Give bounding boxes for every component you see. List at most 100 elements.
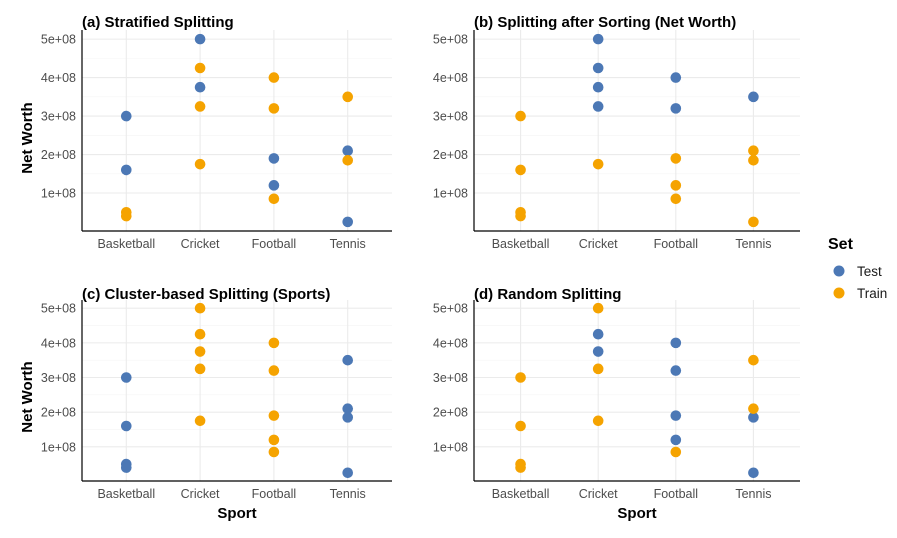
point-train-football [268,434,280,446]
point-train-cricket [194,363,206,375]
panel-random-splitting: 1e+08 2e+08 3e+08 4e+08 5e+08 Basketball Crick… [433,286,800,501]
y-tick-label: 1e+08 [41,440,76,454]
point-train-basketball [515,372,526,383]
y-tick-label: 5e+08 [41,302,76,316]
x-tick-label-football: Football [252,487,296,501]
y-tick-label: 4e+08 [41,71,76,85]
point-test-tennis [342,216,354,228]
point-test-cricket [194,33,206,45]
y-tick-label: 3e+08 [433,371,468,385]
point-train-cricket [194,158,206,170]
point-test-basketball [120,372,132,383]
panel-splitting-after-sorting: 1e+08 2e+08 3e+08 4e+08 5e+08 Basketball Crick… [433,14,800,251]
point-train-football [670,153,682,164]
point-test-tennis [748,412,759,423]
point-train-basketball [515,420,526,432]
y-tick-label: 2e+08 [433,148,468,162]
point-train-football [670,446,682,458]
legend-label-train: Train [857,286,887,301]
point-test-basketball [120,110,132,122]
panel-title: (d) Random Splitting [474,286,621,303]
panel-title: (a) Stratified Splitting [82,14,234,31]
point-test-football [670,410,682,421]
point-test-tennis [748,91,759,103]
point-train-cricket [592,415,604,427]
point-train-cricket [194,101,206,112]
x-tick-label-tennis: Tennis [735,237,771,251]
point-test-football [268,180,280,191]
point-test-cricket [592,81,604,93]
x-tick-label-tennis: Tennis [330,237,366,251]
panel-stratified-splitting: 1e+08 2e+08 3e+08 4e+08 5e+08 Basketball Crick… [41,14,392,251]
point-test-tennis [342,145,354,156]
x-axis-title-right: Sport [617,505,656,522]
point-test-basketball [120,164,132,176]
point-train-football [268,103,280,114]
point-train-cricket [194,346,206,357]
point-train-football [670,180,682,191]
point-train-basketball [515,164,526,176]
point-train-tennis [342,155,354,166]
point-test-football [268,153,280,164]
point-test-tennis [342,403,354,414]
x-axis-title-left: Sport [217,505,256,522]
point-test-tennis [342,467,354,479]
y-tick-label: 1e+08 [433,187,468,201]
point-train-tennis [748,354,759,366]
point-test-cricket [194,81,206,93]
legend-marker-train [833,287,845,299]
legend-title: Set [828,236,854,253]
point-train-tennis [748,145,759,156]
y-tick-label: 4e+08 [41,336,76,350]
x-tick-label-basketball: Basketball [97,237,155,251]
point-train-cricket [592,158,604,170]
point-test-tennis [342,412,354,423]
y-axis-title-bottom: Net Worth [19,361,36,432]
point-train-cricket [592,363,604,375]
legend-marker-test [833,265,845,277]
point-train-tennis [748,155,759,166]
point-train-tennis [748,403,759,414]
point-train-basketball [120,210,132,222]
x-tick-label-tennis: Tennis [330,487,366,501]
legend: Set Test Train [828,236,887,301]
x-tick-label-cricket: Cricket [181,237,220,251]
point-train-basketball [515,110,526,122]
x-tick-label-tennis: Tennis [735,487,771,501]
y-tick-label: 2e+08 [41,406,76,420]
y-tick-label: 3e+08 [433,110,468,124]
y-tick-label: 3e+08 [41,371,76,385]
y-tick-label: 1e+08 [433,440,468,454]
point-test-football [670,434,682,446]
point-test-cricket [592,101,604,112]
x-tick-label-basketball: Basketball [97,487,155,501]
y-tick-label: 5e+08 [433,302,468,316]
panel-title: (b) Splitting after Sorting (Net Worth) [474,14,736,31]
point-train-football [670,193,682,205]
y-tick-label: 3e+08 [41,110,76,124]
point-test-football [670,337,682,349]
x-tick-label-cricket: Cricket [579,237,618,251]
point-train-tennis [342,91,354,103]
y-tick-label: 5e+08 [433,33,468,47]
point-test-basketball [120,420,132,432]
point-test-cricket [592,328,604,340]
y-tick-label: 2e+08 [433,406,468,420]
y-tick-label: 5e+08 [41,33,76,47]
point-test-cricket [592,33,604,45]
x-tick-label-cricket: Cricket [181,487,220,501]
point-train-cricket [194,62,206,74]
point-test-football [670,103,682,114]
point-train-tennis [748,216,759,228]
point-train-cricket [194,328,206,340]
point-test-basketball [120,462,132,473]
point-train-football [268,72,280,83]
point-test-cricket [592,346,604,357]
point-test-football [670,365,682,376]
point-train-football [268,337,280,349]
y-tick-label: 4e+08 [433,71,468,85]
point-train-cricket [194,415,206,427]
x-tick-label-cricket: Cricket [579,487,618,501]
